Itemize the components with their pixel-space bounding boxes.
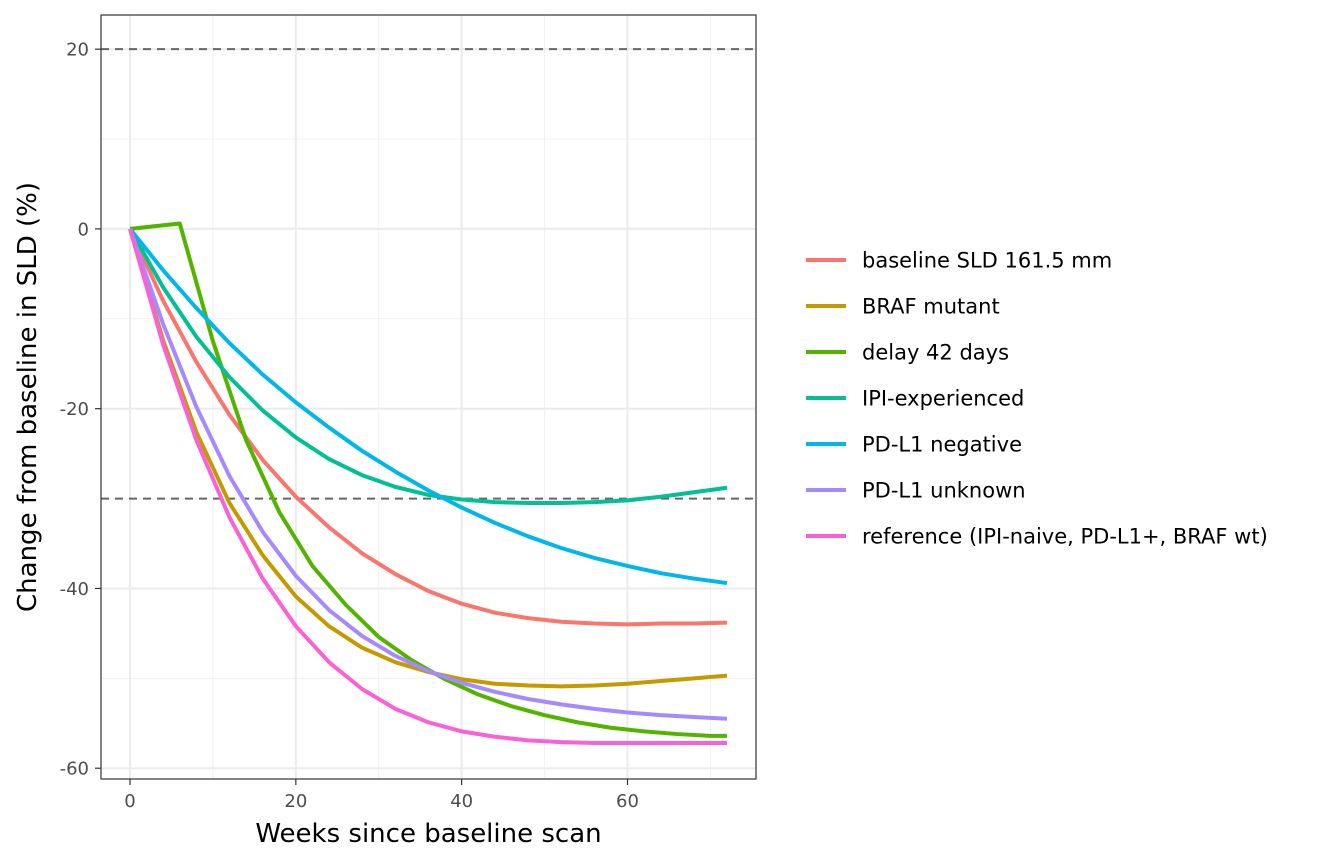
series-line bbox=[128, 228, 728, 721]
x-tick-label: 0 bbox=[124, 791, 135, 812]
reference-lines bbox=[101, 48, 756, 500]
legend-label: PD-L1 unknown bbox=[862, 479, 1026, 503]
series-line bbox=[128, 227, 728, 586]
x-axis-title: Weeks since baseline scan bbox=[255, 819, 601, 849]
legend-label: IPI-experienced bbox=[862, 387, 1024, 411]
y-axis-title: Change from baseline in SLD (%) bbox=[13, 182, 43, 612]
x-tick-label: 60 bbox=[616, 791, 639, 812]
y-tick-label: 0 bbox=[78, 219, 89, 240]
plot-border bbox=[100, 14, 757, 780]
legend-label: delay 42 days bbox=[862, 341, 1009, 365]
y-tick-label: 20 bbox=[66, 40, 89, 61]
y-tick-label: -20 bbox=[60, 399, 89, 420]
y-tick-label: -40 bbox=[60, 579, 89, 600]
series-line bbox=[128, 228, 727, 746]
legend-label: reference (IPI-naive, PD-L1+, BRAF wt) bbox=[862, 525, 1268, 549]
legend-label: PD-L1 negative bbox=[862, 433, 1022, 457]
series-line bbox=[128, 228, 728, 627]
plot-background bbox=[101, 15, 756, 779]
y-axis: -60 -40 -20 0 20 bbox=[60, 40, 101, 780]
series-line bbox=[129, 221, 727, 738]
legend-label: BRAF mutant bbox=[862, 295, 1000, 319]
legend: baseline SLD 161.5 mm BRAF mutant delay 42… bbox=[806, 249, 1268, 549]
x-tick-label: 20 bbox=[284, 791, 307, 812]
x-axis: 0 20 40 60 bbox=[124, 779, 639, 812]
y-tick-label: -60 bbox=[60, 759, 89, 780]
legend-label: baseline SLD 161.5 mm bbox=[862, 249, 1112, 273]
x-tick-label: 40 bbox=[450, 791, 473, 812]
series-lines bbox=[128, 221, 728, 746]
series-line bbox=[128, 227, 728, 506]
